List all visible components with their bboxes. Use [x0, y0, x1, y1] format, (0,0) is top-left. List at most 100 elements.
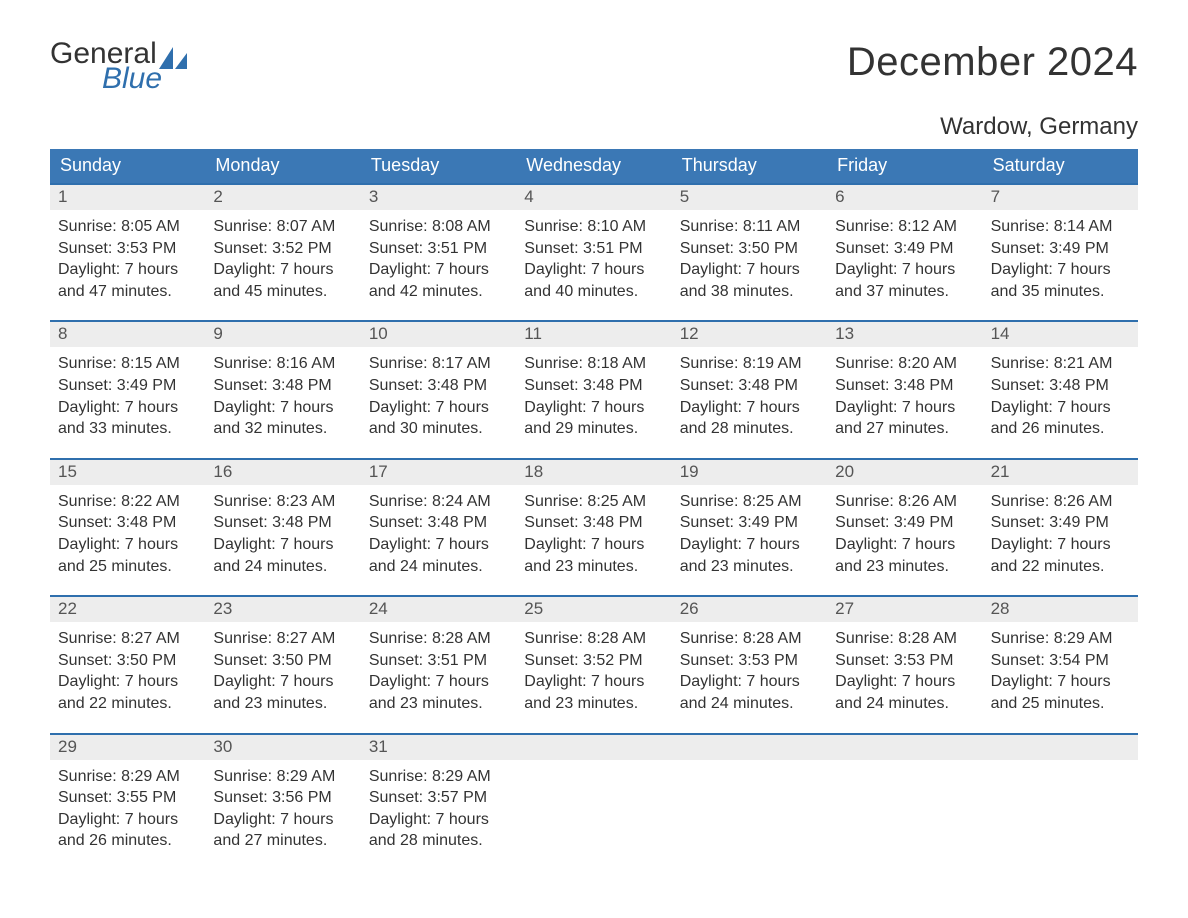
daylight-line: Daylight: 7 hours [524, 671, 663, 693]
daylight-line2: and 23 minutes. [213, 693, 352, 715]
sunset-line: Sunset: 3:49 PM [680, 512, 819, 534]
day-cell: Sunrise: 8:05 AMSunset: 3:53 PMDaylight:… [50, 210, 205, 306]
day-cell: Sunrise: 8:29 AMSunset: 3:54 PMDaylight:… [983, 622, 1138, 718]
day-number: 16 [205, 460, 360, 485]
daylight-line2: and 33 minutes. [58, 418, 197, 440]
sunrise-line: Sunrise: 8:10 AM [524, 216, 663, 238]
daylight-line: Daylight: 7 hours [991, 534, 1130, 556]
daylight-line: Daylight: 7 hours [369, 534, 508, 556]
sunrise-line: Sunrise: 8:26 AM [835, 491, 974, 513]
day-cell: Sunrise: 8:07 AMSunset: 3:52 PMDaylight:… [205, 210, 360, 306]
day-cell: Sunrise: 8:25 AMSunset: 3:49 PMDaylight:… [672, 485, 827, 581]
sunset-line: Sunset: 3:49 PM [835, 512, 974, 534]
daylight-line: Daylight: 7 hours [213, 397, 352, 419]
week-row: 1234567Sunrise: 8:05 AMSunset: 3:53 PMDa… [50, 183, 1138, 306]
sunset-line: Sunset: 3:53 PM [835, 650, 974, 672]
daylight-line: Daylight: 7 hours [369, 259, 508, 281]
sunrise-line: Sunrise: 8:29 AM [58, 766, 197, 788]
days-of-week-header: SundayMondayTuesdayWednesdayThursdayFrid… [50, 149, 1138, 183]
sunset-line: Sunset: 3:50 PM [213, 650, 352, 672]
day-content-row: Sunrise: 8:27 AMSunset: 3:50 PMDaylight:… [50, 622, 1138, 718]
sunrise-line: Sunrise: 8:19 AM [680, 353, 819, 375]
day-number: 10 [361, 322, 516, 347]
daylight-line2: and 24 minutes. [680, 693, 819, 715]
day-cell: Sunrise: 8:16 AMSunset: 3:48 PMDaylight:… [205, 347, 360, 443]
day-cell: Sunrise: 8:19 AMSunset: 3:48 PMDaylight:… [672, 347, 827, 443]
daylight-line2: and 24 minutes. [213, 556, 352, 578]
day-number: 6 [827, 185, 982, 210]
day-cell: Sunrise: 8:29 AMSunset: 3:55 PMDaylight:… [50, 760, 205, 856]
day-number: 24 [361, 597, 516, 622]
sunrise-line: Sunrise: 8:15 AM [58, 353, 197, 375]
sunset-line: Sunset: 3:48 PM [369, 512, 508, 534]
brand-logo: General Blue [50, 40, 187, 93]
day-number: 12 [672, 322, 827, 347]
day-cell: Sunrise: 8:26 AMSunset: 3:49 PMDaylight:… [827, 485, 982, 581]
day-number: 21 [983, 460, 1138, 485]
daylight-line2: and 26 minutes. [58, 830, 197, 852]
day-cell: Sunrise: 8:28 AMSunset: 3:51 PMDaylight:… [361, 622, 516, 718]
sunrise-line: Sunrise: 8:28 AM [524, 628, 663, 650]
daylight-line2: and 24 minutes. [369, 556, 508, 578]
sunset-line: Sunset: 3:51 PM [369, 238, 508, 260]
day-cell: Sunrise: 8:12 AMSunset: 3:49 PMDaylight:… [827, 210, 982, 306]
sunrise-line: Sunrise: 8:12 AM [835, 216, 974, 238]
day-number: 9 [205, 322, 360, 347]
daylight-line2: and 40 minutes. [524, 281, 663, 303]
brand-word2: Blue [102, 65, 187, 94]
daylight-line2: and 23 minutes. [524, 556, 663, 578]
day-cell: Sunrise: 8:28 AMSunset: 3:52 PMDaylight:… [516, 622, 671, 718]
day-cell: Sunrise: 8:28 AMSunset: 3:53 PMDaylight:… [827, 622, 982, 718]
daylight-line: Daylight: 7 hours [369, 397, 508, 419]
day-content-row: Sunrise: 8:22 AMSunset: 3:48 PMDaylight:… [50, 485, 1138, 581]
daylight-line2: and 28 minutes. [369, 830, 508, 852]
daylight-line: Daylight: 7 hours [991, 671, 1130, 693]
dow-cell: Wednesday [516, 149, 671, 183]
daylight-line: Daylight: 7 hours [369, 809, 508, 831]
sunrise-line: Sunrise: 8:08 AM [369, 216, 508, 238]
sunrise-line: Sunrise: 8:20 AM [835, 353, 974, 375]
day-number [516, 735, 671, 760]
day-content-row: Sunrise: 8:05 AMSunset: 3:53 PMDaylight:… [50, 210, 1138, 306]
day-cell: Sunrise: 8:10 AMSunset: 3:51 PMDaylight:… [516, 210, 671, 306]
daylight-line2: and 32 minutes. [213, 418, 352, 440]
daylight-line2: and 28 minutes. [680, 418, 819, 440]
day-number [827, 735, 982, 760]
daylight-line2: and 38 minutes. [680, 281, 819, 303]
sunset-line: Sunset: 3:48 PM [524, 512, 663, 534]
day-number-row: 1234567 [50, 185, 1138, 210]
daylight-line: Daylight: 7 hours [58, 534, 197, 556]
daylight-line2: and 23 minutes. [524, 693, 663, 715]
daylight-line: Daylight: 7 hours [213, 534, 352, 556]
day-number [672, 735, 827, 760]
daylight-line: Daylight: 7 hours [680, 534, 819, 556]
sunrise-line: Sunrise: 8:23 AM [213, 491, 352, 513]
sunrise-line: Sunrise: 8:29 AM [991, 628, 1130, 650]
daylight-line2: and 23 minutes. [680, 556, 819, 578]
day-number: 20 [827, 460, 982, 485]
sunrise-line: Sunrise: 8:27 AM [58, 628, 197, 650]
day-cell: Sunrise: 8:25 AMSunset: 3:48 PMDaylight:… [516, 485, 671, 581]
day-number-row: 15161718192021 [50, 460, 1138, 485]
sunset-line: Sunset: 3:53 PM [58, 238, 197, 260]
sunrise-line: Sunrise: 8:25 AM [680, 491, 819, 513]
sunset-line: Sunset: 3:50 PM [58, 650, 197, 672]
day-cell: Sunrise: 8:27 AMSunset: 3:50 PMDaylight:… [205, 622, 360, 718]
day-cell: Sunrise: 8:20 AMSunset: 3:48 PMDaylight:… [827, 347, 982, 443]
sunrise-line: Sunrise: 8:26 AM [991, 491, 1130, 513]
sunrise-line: Sunrise: 8:25 AM [524, 491, 663, 513]
daylight-line: Daylight: 7 hours [680, 259, 819, 281]
dow-cell: Friday [827, 149, 982, 183]
daylight-line2: and 23 minutes. [835, 556, 974, 578]
day-number: 13 [827, 322, 982, 347]
day-number: 15 [50, 460, 205, 485]
daylight-line: Daylight: 7 hours [835, 397, 974, 419]
daylight-line2: and 45 minutes. [213, 281, 352, 303]
daylight-line2: and 25 minutes. [991, 693, 1130, 715]
day-number: 1 [50, 185, 205, 210]
daylight-line: Daylight: 7 hours [58, 809, 197, 831]
day-cell: Sunrise: 8:18 AMSunset: 3:48 PMDaylight:… [516, 347, 671, 443]
sunrise-line: Sunrise: 8:17 AM [369, 353, 508, 375]
sunrise-line: Sunrise: 8:07 AM [213, 216, 352, 238]
sunset-line: Sunset: 3:56 PM [213, 787, 352, 809]
